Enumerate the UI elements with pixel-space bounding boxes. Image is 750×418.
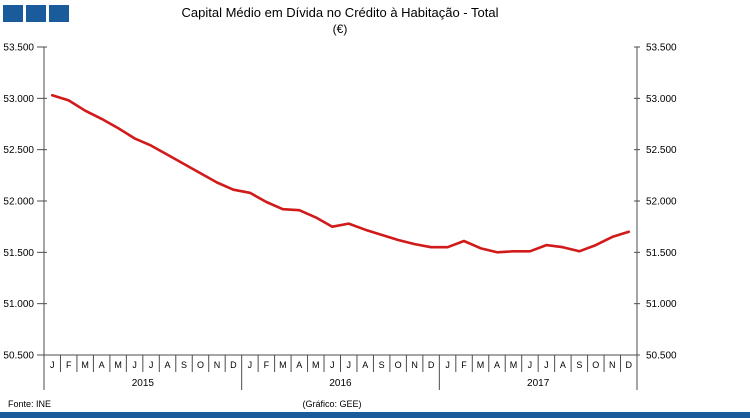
- x-axis-year-label: 2015: [132, 378, 155, 389]
- x-axis-month-label: M: [477, 360, 485, 370]
- y-axis-label-left: 53.500: [3, 43, 34, 54]
- y-axis-label-right: 52.000: [646, 197, 677, 208]
- x-axis-month-label: N: [609, 360, 616, 370]
- x-axis-month-label: M: [81, 360, 89, 370]
- data-series-line: [50, 94, 631, 254]
- x-axis-year-label: 2017: [527, 378, 550, 389]
- x-axis-month-label: M: [114, 360, 122, 370]
- x-axis-month-label: A: [560, 360, 566, 370]
- x-axis-month-label: N: [214, 360, 221, 370]
- x-axis-month-label: S: [576, 360, 582, 370]
- y-axis-label-right: 51.500: [646, 248, 677, 259]
- chart-header: Capital Médio em Dívida no Crédito à Hab…: [0, 5, 680, 36]
- x-axis-month-label: M: [279, 360, 287, 370]
- x-axis-month-label: J: [330, 360, 335, 370]
- y-axis-label-right: 51.000: [646, 299, 677, 310]
- gee-logo: [3, 5, 69, 22]
- x-axis-month-label: S: [181, 360, 187, 370]
- footer-bar: [0, 412, 750, 418]
- x-axis-month-label: O: [592, 360, 599, 370]
- chart-subtitle: (€): [332, 22, 348, 36]
- x-axis-month-label: J: [248, 360, 253, 370]
- x-axis-month-label: O: [197, 360, 204, 370]
- y-axis-label-right: 53.500: [646, 43, 677, 54]
- credit-label: (Gráfico: GEE): [302, 399, 362, 409]
- x-axis-month-label: S: [379, 360, 385, 370]
- y-axis-label-right: 53.000: [646, 94, 677, 105]
- y-axis-label-left: 50.500: [3, 351, 34, 362]
- y-axis-label-left: 51.000: [3, 299, 34, 310]
- x-axis-month-label: A: [494, 360, 500, 370]
- source-label: Fonte: INE: [8, 399, 52, 409]
- x-axis-month-label: D: [626, 360, 633, 370]
- x-axis-month-label: J: [544, 360, 549, 370]
- logo-square-3: [49, 5, 69, 22]
- y-axis-label-left: 52.000: [3, 197, 34, 208]
- x-axis-year-label: 2016: [329, 378, 352, 389]
- y-axis-label-right: 50.500: [646, 351, 677, 362]
- y-axis-label-left: 53.000: [3, 94, 34, 105]
- logo-square-2: [26, 5, 46, 22]
- x-axis-month-label: D: [428, 360, 435, 370]
- x-axis-month-label: A: [362, 360, 368, 370]
- y-axis-label-right: 52.500: [646, 145, 677, 156]
- x-axis-month-label: J: [445, 360, 450, 370]
- x-axis-month-label: A: [165, 360, 171, 370]
- x-axis-month-label: J: [346, 360, 351, 370]
- x-axis-month-label: J: [132, 360, 137, 370]
- x-axis-month-label: J: [528, 360, 533, 370]
- x-axis-month-label: A: [99, 360, 105, 370]
- x-axis-month-label: M: [312, 360, 320, 370]
- x-axis-month-label: A: [296, 360, 302, 370]
- x-axis-month-label: D: [230, 360, 237, 370]
- x-axis-month-label: O: [395, 360, 402, 370]
- x-axis-month-label: N: [411, 360, 418, 370]
- x-axis-month-label: M: [510, 360, 518, 370]
- x-axis-month-label: F: [461, 360, 467, 370]
- chart-title: Capital Médio em Dívida no Crédito à Hab…: [181, 5, 499, 20]
- x-axis-month-label: F: [66, 360, 72, 370]
- x-axis-month-label: F: [264, 360, 270, 370]
- y-axis-label-left: 52.500: [3, 145, 34, 156]
- x-axis-month-label: J: [149, 360, 154, 370]
- logo-square-1: [3, 5, 23, 22]
- y-axis-label-left: 51.500: [3, 248, 34, 259]
- x-axis-month-label: J: [50, 360, 55, 370]
